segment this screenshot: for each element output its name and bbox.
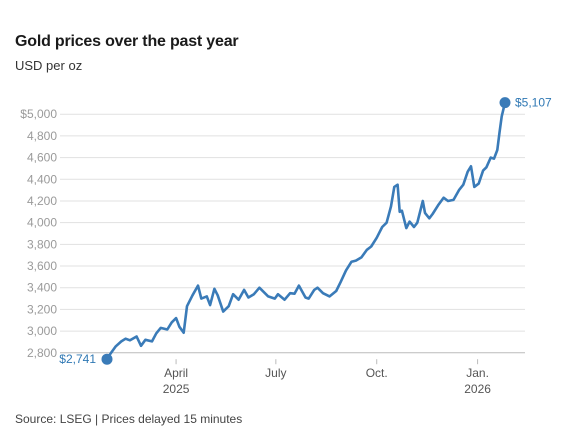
x-tick-label-April: April (164, 366, 188, 380)
start-value-label: $2,741 (59, 352, 96, 366)
y-tick-label-3400: 3,400 (27, 281, 57, 295)
y-tick-label-2800: 2,800 (27, 346, 57, 360)
end-value-label: $5,107 (515, 96, 552, 110)
y-tick-label-3800: 3,800 (27, 237, 57, 251)
y-axis-ticks: 2,800 3,000 3,200 3,400 3,600 3,800 4,000 4,200… (20, 107, 57, 360)
series-lines (105, 101, 507, 361)
y-tick-label-4800: 4,800 (27, 129, 57, 143)
gridlines (60, 113, 525, 354)
y-tick-label-3600: 3,600 (27, 259, 57, 273)
end-point-marker (499, 97, 511, 109)
x-tick-label-July: July (265, 366, 286, 380)
start-point-marker (101, 353, 113, 365)
y-tick-label-4400: 4,400 (27, 172, 57, 186)
x-tick-label-Jan.: Jan. (466, 366, 489, 380)
x-tick-sublabel-2026: 2026 (464, 382, 491, 396)
x-tick-label-Oct.: Oct. (366, 366, 388, 380)
x-tick-sublabel-2025: 2025 (163, 382, 190, 396)
y-tick-label-5000: $5,000 (20, 107, 57, 121)
y-tick-label-3000: 3,000 (27, 324, 57, 338)
source-note: Source: LSEG | Prices delayed 15 minutes (15, 412, 243, 426)
y-tick-label-4000: 4,000 (27, 216, 57, 230)
chart-title: Gold prices over the past year (15, 33, 239, 50)
x-axis: April 2025 July Oct. Jan. 2026 (163, 359, 491, 396)
y-tick-label-4600: 4,600 (27, 151, 57, 165)
series-line-0 (105, 101, 507, 361)
series-markers: $2,741 $5,107 (59, 96, 552, 367)
y-tick-label-3200: 3,200 (27, 302, 57, 316)
y-tick-label-4200: 4,200 (27, 194, 57, 208)
chart-subtitle: USD per oz (15, 58, 83, 73)
